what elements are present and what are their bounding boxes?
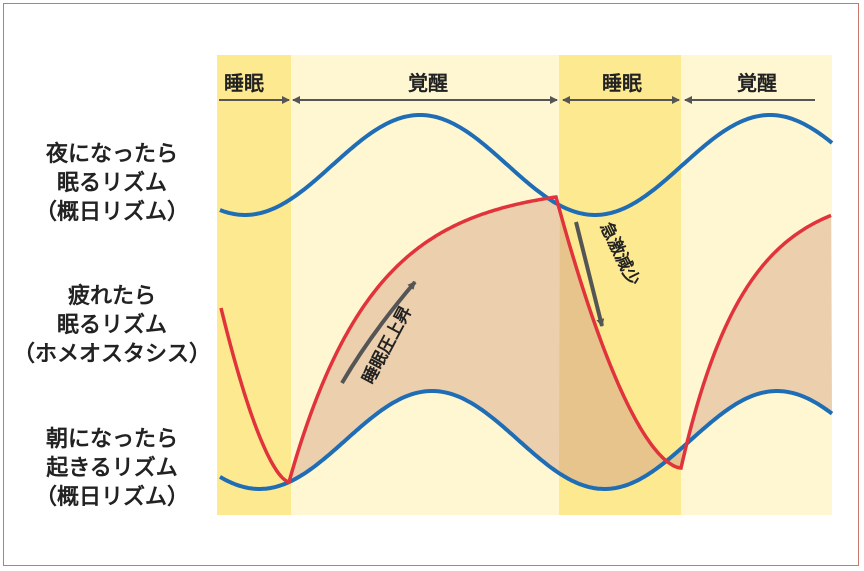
pressure-rise-arrow xyxy=(340,280,417,385)
label-night-line2: 眠るリズム xyxy=(57,170,167,196)
label-night-line1: 夜になったら xyxy=(45,141,178,167)
phase-label-wake-2: 覚醒 xyxy=(737,71,777,95)
morning-rhythm-curve xyxy=(219,389,834,491)
label-night-line3: （概日リズム） xyxy=(35,199,189,225)
label-morning-line3: （概日リズム） xyxy=(35,484,189,510)
pressure-drop-arrow xyxy=(574,221,605,327)
sleep-pressure-area-sleep xyxy=(559,211,681,489)
phase-label-wake-1: 覚醒 xyxy=(408,71,448,95)
label-fatigue-line1: 疲れたら xyxy=(68,283,156,309)
phase-label-sleep-2: 睡眠 xyxy=(602,71,642,95)
phase-label-sleep-1: 睡眠 xyxy=(224,71,264,95)
label-fatigue-line3: （ホメオスタシス） xyxy=(13,342,211,367)
label-fatigue-line2: 眠るリズム xyxy=(57,312,167,338)
sleep-band-1 xyxy=(217,55,291,515)
label-morning-line2: 起きるリズム xyxy=(45,455,178,481)
label-morning-line1: 朝になったら xyxy=(46,426,178,452)
sleep-pressure-curve xyxy=(219,195,832,485)
night-rhythm-curve xyxy=(219,113,834,217)
